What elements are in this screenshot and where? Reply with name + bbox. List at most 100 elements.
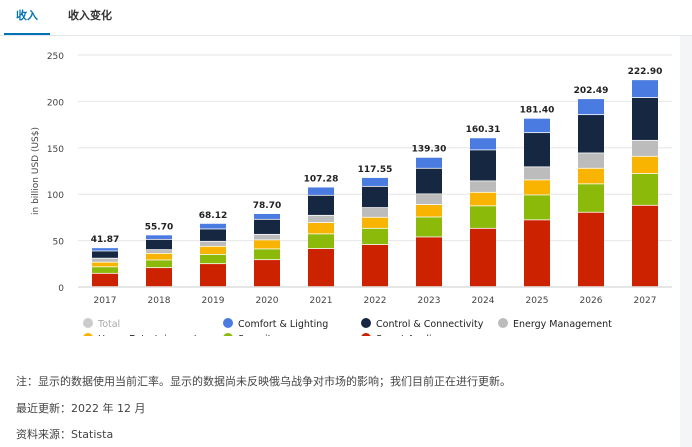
y-tick-label: 50 (53, 238, 65, 248)
data-note: 注：显示的数据使用当前汇率。显示的数据尚未反映俄乌战争对市场的影响；我们目前正在… (16, 375, 511, 388)
bar-segment-comfort-lighting (92, 248, 118, 251)
bar-segment-energy-management (254, 234, 280, 240)
tab-revenue-change[interactable]: 收入变化 (68, 9, 112, 22)
bar-segment-control-connectivity (632, 97, 658, 140)
legend-item: Total (97, 319, 120, 330)
bar-segment-home-entertainment (308, 222, 334, 234)
bar-segment-comfort-lighting (200, 223, 226, 229)
bar-segment-control-connectivity (200, 229, 226, 241)
x-tick-label: 2026 (580, 296, 603, 306)
total-label: 202.49 (574, 86, 609, 96)
bar-segment-control-connectivity (578, 115, 604, 153)
bar-segment-home-entertainment (254, 240, 280, 249)
bar-segment-energy-management (470, 181, 496, 192)
bar-segment-security (578, 184, 604, 212)
y-tick-label: 150 (47, 145, 64, 155)
x-tick-label: 2018 (148, 296, 171, 306)
bar-segment-energy-management (362, 208, 388, 217)
bar-segment-energy-management (632, 140, 658, 156)
bar-segment-energy-management (578, 153, 604, 168)
total-label: 55.70 (145, 222, 173, 232)
bar-segment-comfort-lighting (254, 213, 280, 219)
x-tick-label: 2021 (310, 296, 333, 306)
legend-marker (223, 333, 233, 336)
bar-segment-control-connectivity (308, 195, 334, 215)
bar-segment-home-entertainment (146, 253, 172, 260)
legend-item: Security (238, 334, 277, 336)
y-tick-label: 200 (47, 98, 64, 108)
bar-segment-home-entertainment (578, 168, 604, 184)
total-label: 78.70 (253, 201, 281, 211)
bar-segment-security (146, 260, 172, 268)
bar-segment-comfort-lighting (416, 157, 442, 168)
bar-segment-home-entertainment (200, 246, 226, 254)
y-tick-label: 250 (47, 52, 64, 62)
total-label: 139.30 (412, 145, 447, 155)
bar-segment-control-connectivity (254, 219, 280, 234)
legend-item: Home Entertainment (98, 334, 198, 336)
bar-segment-control-connectivity (146, 239, 172, 250)
y-axis-label: in billion USD (US$) (31, 127, 41, 215)
bar-segment-smart-appliances (146, 268, 172, 287)
bar-segment-security (92, 267, 118, 273)
total-label: 41.87 (91, 235, 119, 245)
bar-segment-energy-management (146, 250, 172, 253)
legend-marker (83, 333, 93, 336)
bar-segment-security (470, 206, 496, 228)
stacked-bar-chart: 0 50 100 150 200 250 in billion USD (US$) 41.87… (31, 52, 672, 336)
bar-segment-home-entertainment (362, 217, 388, 228)
last-updated: 最近更新：2022 年 12 月 (16, 402, 146, 415)
bar-segment-comfort-lighting (362, 177, 388, 186)
bar-segment-comfort-lighting (308, 187, 334, 195)
bar-segment-smart-appliances (578, 212, 604, 287)
source: 资料来源：Statista (16, 428, 114, 441)
total-label: 181.40 (520, 106, 555, 116)
bar-segment-smart-appliances (200, 264, 226, 287)
x-tick-label: 2017 (94, 296, 117, 306)
bar-segment-home-entertainment (92, 262, 118, 267)
bar-segment-smart-appliances (254, 260, 280, 287)
bar-segment-smart-appliances (470, 228, 496, 287)
x-tick-label: 2024 (472, 296, 495, 306)
bar-segment-smart-appliances (632, 205, 658, 287)
x-tick-label: 2019 (202, 296, 225, 306)
bar-segment-security (200, 254, 226, 264)
bar-segment-security (254, 249, 280, 260)
bar-segment-comfort-lighting (632, 80, 658, 98)
bar-segment-comfort-lighting (470, 138, 496, 150)
legend-item: Smart Appliances (376, 334, 460, 336)
bar-segment-security (308, 234, 334, 249)
bar-segment-control-connectivity (92, 251, 118, 258)
bar-segment-security (524, 195, 550, 220)
scrollbar[interactable] (680, 36, 692, 447)
tab-bar: 收入 收入变化 (0, 0, 692, 36)
y-tick-label: 0 (58, 284, 64, 294)
bar-segment-control-connectivity (416, 168, 442, 194)
bar-segment-control-connectivity (524, 133, 550, 167)
bar-segment-security (632, 173, 658, 205)
bar-segment-energy-management (308, 215, 334, 223)
legend-marker (361, 318, 371, 328)
bar-segment-smart-appliances (416, 237, 442, 287)
x-tick-label: 2027 (634, 296, 657, 306)
bar-segment-security (362, 228, 388, 245)
x-tick-label: 2020 (256, 296, 279, 306)
bar-segment-energy-management (200, 241, 226, 246)
legend-marker (223, 318, 233, 328)
bar-segment-energy-management (92, 258, 118, 262)
bar-segment-smart-appliances (362, 244, 388, 287)
legend-item: Control & Connectivity (376, 319, 484, 330)
bar-segment-comfort-lighting (524, 118, 550, 133)
total-label: 160.31 (466, 125, 501, 135)
x-tick-label: 2025 (526, 296, 549, 306)
bar-segment-smart-appliances (308, 248, 334, 287)
total-label: 117.55 (358, 165, 393, 175)
bar-segment-control-connectivity (362, 186, 388, 208)
total-label: 222.90 (628, 67, 663, 77)
bar-segment-home-entertainment (632, 156, 658, 174)
legend-marker (83, 318, 93, 328)
bar-segment-energy-management (416, 194, 442, 205)
bar-segment-energy-management (524, 167, 550, 180)
legend-item: Energy Management (513, 319, 612, 330)
tab-revenue[interactable]: 收入 (4, 9, 50, 35)
